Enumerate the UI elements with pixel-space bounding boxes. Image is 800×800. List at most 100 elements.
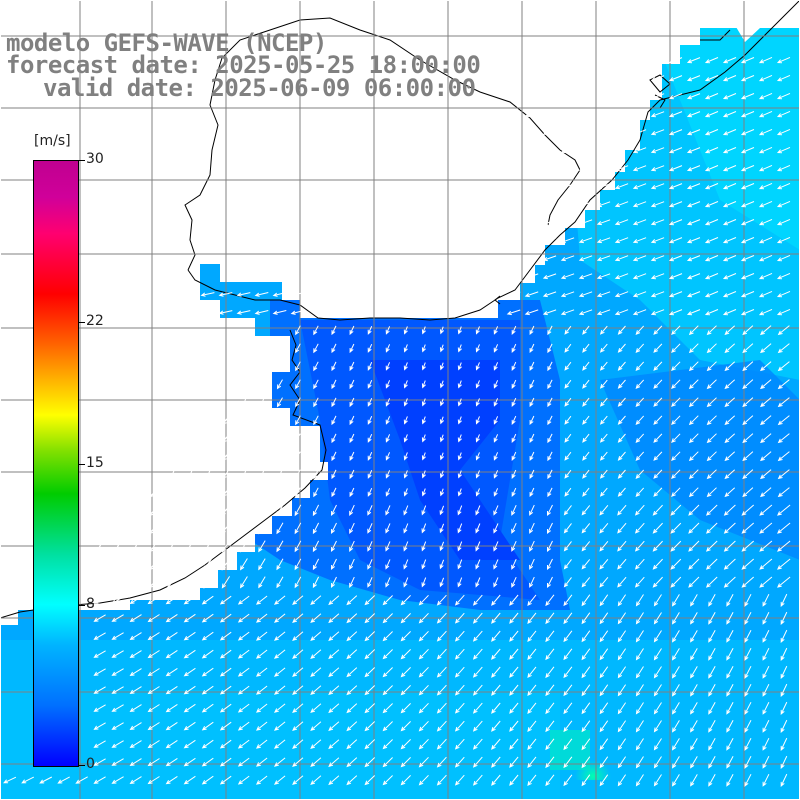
wind-arrow <box>491 720 501 732</box>
wind-arrow <box>493 541 499 552</box>
wind-arrow <box>758 200 773 208</box>
wind-arrow <box>578 309 593 316</box>
wind-arrow <box>671 648 680 661</box>
wind-arrow <box>436 756 447 768</box>
wind-arrow <box>349 469 355 480</box>
wind-arrow <box>529 343 535 354</box>
wind-arrow <box>671 774 680 787</box>
wind-arrow <box>313 361 319 372</box>
wind-arrow <box>542 255 557 262</box>
wind-arrow <box>256 739 268 749</box>
wind-arrow <box>671 343 681 354</box>
wind-arrow <box>653 720 662 733</box>
wind-arrow <box>524 93 539 100</box>
colorbar-tick-mark <box>79 463 85 465</box>
wind-arrow <box>617 522 627 534</box>
wind-arrow <box>457 541 463 552</box>
wind-arrow <box>493 577 499 588</box>
wind-arrow <box>292 703 304 713</box>
wind-arrow <box>599 540 609 552</box>
wind-arrow <box>439 398 445 407</box>
wind-arrow <box>724 415 736 426</box>
wind-arrow <box>581 577 591 588</box>
wind-arrow <box>330 522 337 535</box>
wind-arrow <box>165 757 178 767</box>
wind-arrow <box>167 468 177 480</box>
wind-arrow <box>167 539 177 553</box>
wind-arrow <box>758 56 773 64</box>
wind-arrow <box>313 343 319 354</box>
wind-arrow <box>634 558 645 570</box>
wind-arrow <box>183 775 196 785</box>
wind-arrow <box>201 775 214 785</box>
wind-arrow <box>722 309 737 316</box>
wind-arrow <box>542 147 557 154</box>
wind-arrow <box>776 74 791 82</box>
wind-arrow <box>668 291 683 298</box>
wind-arrow <box>542 129 557 136</box>
wind-arrow <box>547 451 553 462</box>
wind-arrow <box>762 593 770 607</box>
wind-arrow <box>457 434 462 443</box>
wind-arrow <box>547 397 553 408</box>
wind-arrow <box>403 416 408 425</box>
wind-arrow <box>653 702 662 715</box>
wind-arrow <box>650 111 665 118</box>
wind-arrow <box>129 650 142 658</box>
wind-arrow <box>706 397 717 408</box>
wind-arrow <box>183 649 196 659</box>
wind-arrow <box>201 703 214 713</box>
wind-arrow <box>349 433 355 444</box>
wind-arrow <box>421 470 426 479</box>
wind-arrow <box>723 522 736 534</box>
wind-arrow <box>578 165 593 172</box>
wind-arrow <box>382 739 393 750</box>
wind-arrow <box>367 451 373 461</box>
wind-arrow <box>740 183 755 190</box>
wind-arrow <box>527 774 537 786</box>
wind-arrow <box>346 703 358 714</box>
wind-arrow <box>457 380 462 389</box>
wind-arrow <box>258 504 266 517</box>
wind-arrow <box>506 93 521 100</box>
wind-arrow <box>690 648 698 661</box>
wind-arrow <box>581 612 591 625</box>
wind-arrow <box>653 451 663 461</box>
wind-arrow <box>740 75 755 82</box>
wind-arrow <box>617 469 626 479</box>
wind-arrow <box>722 255 737 262</box>
wind-arrow <box>400 595 411 606</box>
wind-arrow <box>653 487 663 497</box>
wind-arrow <box>509 774 519 786</box>
wind-arrow <box>564 361 572 371</box>
wind-arrow <box>650 147 665 154</box>
wind-arrow <box>578 147 593 154</box>
wind-arrow <box>457 326 462 335</box>
wind-arrow <box>668 93 683 100</box>
wind-arrow <box>457 523 463 534</box>
wind-arrow <box>780 683 788 697</box>
wind-arrow <box>777 379 790 390</box>
wind-arrow <box>454 666 465 678</box>
wind-arrow <box>93 776 106 784</box>
wind-arrow <box>509 702 519 714</box>
wind-arrow <box>239 576 248 589</box>
wind-arrow <box>219 757 232 767</box>
wind-arrow <box>740 237 755 244</box>
wind-arrow <box>632 237 647 244</box>
wind-arrow <box>688 433 699 444</box>
wind-arrow <box>617 361 626 371</box>
wind-arrow <box>331 361 337 372</box>
colorbar-tick-mark <box>79 605 85 607</box>
wind-arrow <box>491 612 501 624</box>
wind-arrow <box>742 379 754 390</box>
wind-arrow <box>617 415 626 425</box>
wind-arrow <box>457 398 462 407</box>
wind-arrow <box>762 737 770 751</box>
wind-arrow <box>688 558 700 570</box>
wind-arrow <box>668 255 683 262</box>
wind-arrow <box>668 129 683 136</box>
wind-arrow <box>762 629 770 643</box>
wind-arrow <box>652 504 663 516</box>
wind-arrow <box>457 416 462 425</box>
